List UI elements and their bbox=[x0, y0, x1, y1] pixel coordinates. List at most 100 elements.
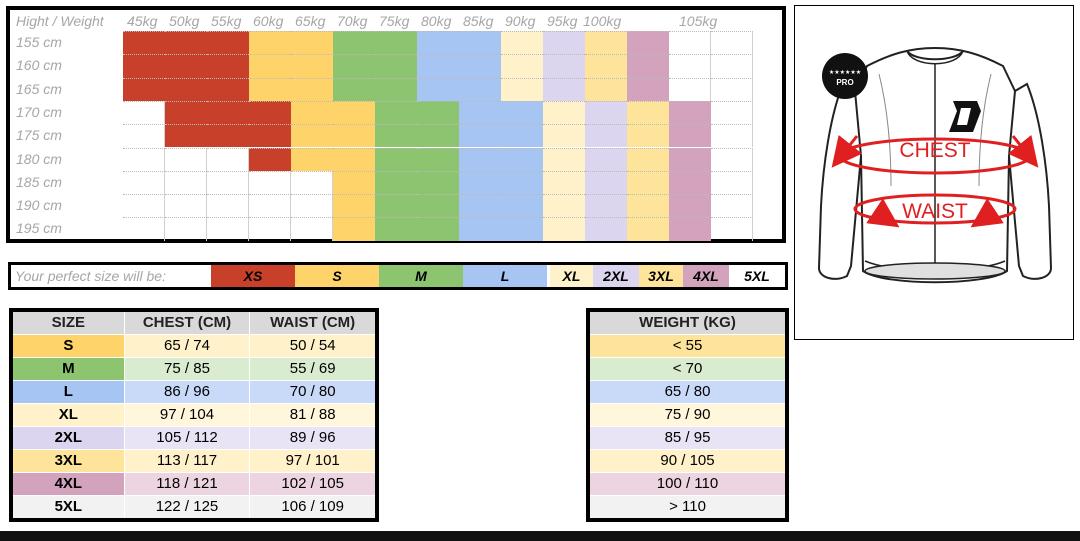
matrix-cell bbox=[165, 147, 207, 171]
matrix-cell bbox=[585, 100, 627, 125]
matrix-cell bbox=[207, 217, 249, 241]
matrix-cell bbox=[249, 100, 291, 125]
size-cell: L bbox=[10, 380, 125, 404]
matrix-cell bbox=[249, 77, 291, 101]
matrix-cell bbox=[627, 170, 669, 195]
matrix-cell bbox=[291, 217, 333, 241]
matrix-cell bbox=[543, 194, 585, 218]
size-cell: 4XL bbox=[10, 472, 125, 496]
chest-cell: 86 / 96 bbox=[123, 380, 251, 404]
chest-cell: 75 / 85 bbox=[123, 357, 251, 381]
brand-logo-icon bbox=[949, 101, 981, 132]
legend-size-xl: XL bbox=[550, 265, 593, 287]
matrix-cell bbox=[123, 31, 165, 55]
matrix-cell bbox=[501, 100, 543, 125]
matrix-cell bbox=[459, 170, 501, 195]
weight-cell: 85 / 95 bbox=[587, 426, 788, 450]
matrix-cell bbox=[417, 54, 459, 78]
height-label: 185 cm bbox=[16, 173, 62, 190]
legend-size-l: L bbox=[463, 265, 547, 287]
height-label: 175 cm bbox=[16, 127, 62, 144]
weight-header: 80kg bbox=[421, 13, 452, 29]
matrix-cell bbox=[417, 100, 459, 125]
matrix-cell bbox=[165, 100, 207, 125]
matrix-cell bbox=[375, 170, 417, 195]
matrix-cell bbox=[711, 194, 753, 218]
table-row: M 75 / 85 55 / 69 bbox=[10, 357, 378, 381]
pro-badge-icon: ★★★★★★ PRO bbox=[822, 53, 868, 99]
matrix-cell bbox=[543, 31, 585, 55]
matrix-cell bbox=[123, 124, 165, 148]
matrix-cell bbox=[669, 217, 711, 241]
weight-table-header: WEIGHT (KG) bbox=[587, 309, 788, 335]
waist-cell: 70 / 80 bbox=[249, 380, 378, 404]
table-row: 3XL 113 / 117 97 / 101 bbox=[10, 449, 378, 473]
matrix-cell bbox=[585, 170, 627, 195]
jacket-illustration: CHEST WAIST ★★★★★★ PRO bbox=[794, 5, 1074, 340]
matrix-cell bbox=[543, 100, 585, 125]
table-row: 75 / 90 bbox=[587, 403, 788, 427]
matrix-cell bbox=[627, 100, 669, 125]
matrix-cell bbox=[417, 217, 459, 241]
matrix-cell bbox=[291, 194, 333, 218]
table-row: 90 / 105 bbox=[587, 449, 788, 473]
matrix-cell bbox=[501, 170, 543, 195]
matrix-cell bbox=[375, 147, 417, 171]
matrix-cell bbox=[207, 124, 249, 148]
weight-header: 55kg bbox=[211, 13, 242, 29]
matrix-cell bbox=[417, 147, 459, 171]
legend-size-4xl: 4XL bbox=[683, 265, 729, 287]
waist-cell: 81 / 88 bbox=[249, 403, 378, 427]
matrix-cell bbox=[501, 54, 543, 78]
matrix-cell bbox=[333, 194, 375, 218]
size-table-header: CHEST (CM) bbox=[123, 309, 251, 335]
table-row: XL 97 / 104 81 / 88 bbox=[10, 403, 378, 427]
matrix-cell bbox=[249, 31, 291, 55]
table-row: 85 / 95 bbox=[587, 426, 788, 450]
matrix-cell bbox=[669, 77, 711, 101]
weight-cell: 75 / 90 bbox=[587, 403, 788, 427]
matrix-cell bbox=[501, 77, 543, 101]
matrix-cell bbox=[627, 54, 669, 78]
height-label: 180 cm bbox=[16, 150, 62, 167]
weight-header: 95kg bbox=[547, 13, 578, 29]
matrix-cell bbox=[627, 124, 669, 148]
matrix-cell bbox=[165, 194, 207, 218]
legend-size-m: M bbox=[379, 265, 463, 287]
chest-cell: 113 / 117 bbox=[123, 449, 251, 473]
matrix-cell bbox=[207, 170, 249, 195]
chest-label: CHEST bbox=[899, 139, 970, 162]
table-row: > 110 bbox=[587, 495, 788, 521]
table-row: < 70 bbox=[587, 357, 788, 381]
matrix-cell bbox=[417, 194, 459, 218]
weight-header: 75kg bbox=[379, 13, 410, 29]
matrix-cell bbox=[123, 217, 165, 241]
table-row: 4XL 118 / 121 102 / 105 bbox=[10, 472, 378, 496]
matrix-cell bbox=[711, 147, 753, 171]
matrix-cell bbox=[333, 100, 375, 125]
matrix-cell bbox=[543, 54, 585, 78]
matrix-cell bbox=[249, 124, 291, 148]
matrix-cell bbox=[333, 31, 375, 55]
size-table-header: WAIST (CM) bbox=[249, 309, 378, 335]
matrix-cell bbox=[249, 194, 291, 218]
legend-size-s: S bbox=[295, 265, 379, 287]
matrix-cell bbox=[585, 124, 627, 148]
matrix-cell bbox=[333, 54, 375, 78]
height-label: 165 cm bbox=[16, 80, 62, 97]
size-matrix-grid: Hight / Weight 45kg 50kg 55kg 60kg 65kg 70kg 75… bbox=[10, 10, 782, 241]
matrix-cell bbox=[501, 217, 543, 241]
chest-cell: 118 / 121 bbox=[123, 472, 251, 496]
matrix-cell bbox=[249, 217, 291, 241]
matrix-cell bbox=[627, 31, 669, 55]
weight-header: 70kg bbox=[337, 13, 368, 29]
matrix-cell bbox=[585, 147, 627, 171]
matrix-cell bbox=[333, 147, 375, 171]
matrix-cell bbox=[459, 77, 501, 101]
size-cell: S bbox=[10, 334, 125, 358]
matrix-cell bbox=[585, 54, 627, 78]
waist-cell: 55 / 69 bbox=[249, 357, 378, 381]
matrix-cell bbox=[669, 194, 711, 218]
matrix-cell bbox=[375, 77, 417, 101]
weight-cell: 90 / 105 bbox=[587, 449, 788, 473]
